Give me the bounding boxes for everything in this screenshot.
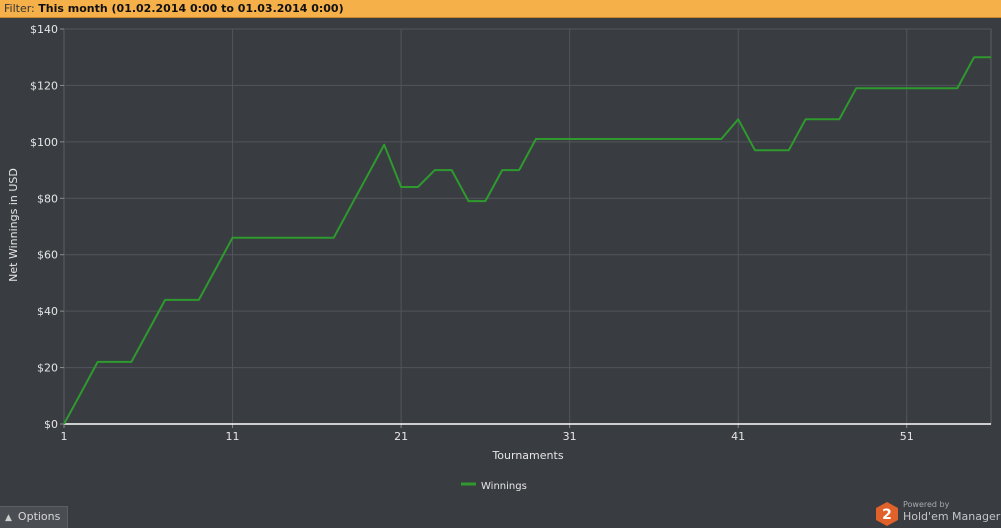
logo-badge-text: 2 (882, 507, 892, 523)
powered-by-text: Powered by (903, 500, 950, 509)
filter-value[interactable]: This month (01.02.2014 0:00 to 01.03.201… (38, 2, 344, 15)
y-axis-ticks: $0 $20 $40 $60 $80 $100 $120 $140 (30, 23, 64, 431)
plot-area (63, 28, 992, 425)
x-axis-title: Tournaments (491, 449, 563, 462)
chart-grid (64, 28, 991, 424)
filter-bar: Filter: This month (01.02.2014 0:00 to 0… (0, 0, 1001, 18)
legend: Winnings (461, 481, 527, 492)
hem2-logo-icon: 2 (876, 502, 898, 526)
y-tick-label: $140 (30, 23, 58, 36)
filter-label: Filter: (4, 2, 35, 15)
y-tick-label: $80 (37, 192, 58, 205)
x-tick-label: 31 (563, 430, 577, 443)
options-label: Options (17, 510, 61, 523)
y-tick-label: $60 (37, 249, 58, 262)
y-tick-label: $0 (44, 418, 58, 431)
x-tick-label: 1 (61, 430, 68, 443)
y-tick-label: $40 (37, 305, 58, 318)
y-tick-label: $20 (37, 362, 58, 375)
y-axis-title: Net Winnings in USD (7, 168, 20, 282)
x-tick-label: 21 (394, 430, 408, 443)
x-tick-label: 41 (731, 430, 745, 443)
brand-name: Hold'em Manager (903, 510, 1001, 523)
series-line-winnings (63, 56, 991, 425)
powered-by-branding: 2 Powered by Hold'em Manager (874, 498, 1001, 528)
x-tick-label: 51 (900, 430, 914, 443)
chevron-up-icon: ▲ (5, 513, 12, 523)
winnings-chart: $0$20$40$60$80$100$120$140 1 11 21 31 41 51 T… (7, 23, 992, 492)
y-tick-label: $120 (30, 79, 58, 92)
x-axis-ticks: 1 11 21 31 41 51 (61, 424, 914, 443)
x-tick-label: 11 (226, 430, 240, 443)
options-button[interactable]: ▲ Options (0, 506, 68, 528)
y-tick-label: $100 (30, 136, 58, 149)
series-group (63, 56, 991, 425)
legend-label-winnings: Winnings (481, 481, 527, 492)
